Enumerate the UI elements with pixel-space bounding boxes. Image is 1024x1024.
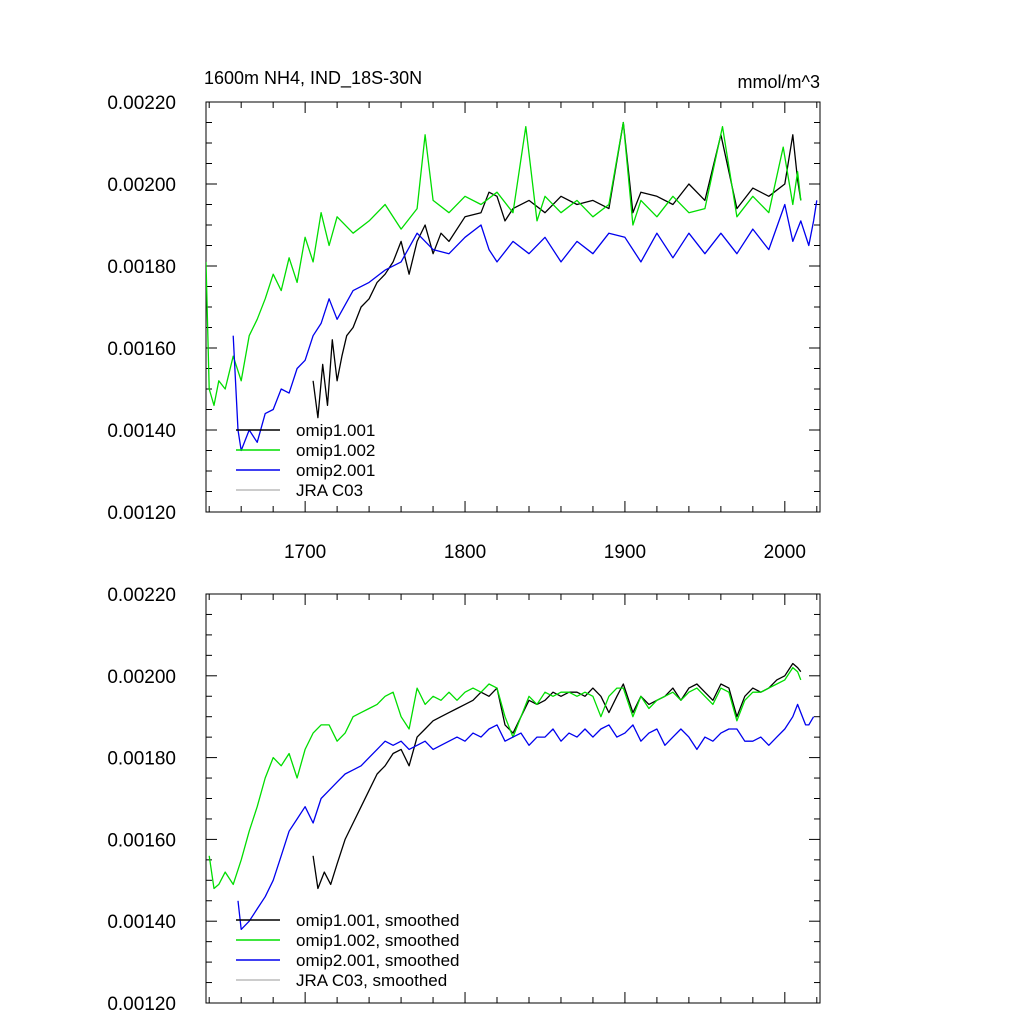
series-line-2 [237,703,815,931]
x-tick-label: 2000 [764,542,806,563]
y-tick-label: 0.00140 [107,421,176,442]
series-line-2 [232,200,818,452]
legend-label: omip2.001, smoothed [296,951,460,970]
chart-panel-top: 0.00120 0.00140 0.00160 0.00180 0.00200 0.002… [107,68,821,563]
x-tick-label: 1700 [284,542,326,563]
y-tick-label: 0.00180 [107,257,176,278]
chart-title: 1600m NH4, IND_18S-30N [204,68,422,89]
x-tick-label: 1900 [604,542,646,563]
series-line-0 [312,662,802,890]
y-tick-label: 0.00220 [107,585,176,606]
legend-label: omip1.002, smoothed [296,931,460,950]
legend-label: omip2.001 [296,461,375,480]
y-tick-label: 0.00140 [107,912,176,933]
y-tick-label: 0.00160 [107,339,176,360]
legend-label: JRA C03, smoothed [296,971,447,990]
y-tick-label: 0.00200 [107,667,176,688]
series-line-1 [206,121,802,407]
x-tick-label: 1800 [444,542,486,563]
y-tick-label: 0.00120 [107,503,176,524]
units-label: mmol/m^3 [738,72,820,92]
series-line-0 [312,121,802,419]
series-line-1 [208,666,802,890]
legend-label: omip1.002 [296,441,375,460]
y-tick-label: 0.00160 [107,830,176,851]
y-tick-label: 0.00220 [107,93,176,114]
series-group [208,662,815,931]
y-tick-label: 0.00120 [107,994,176,1015]
series-group [206,121,818,452]
y-tick-label: 0.00200 [107,175,176,196]
legend-label: omip1.001, smoothed [296,911,460,930]
legend-label: JRA C03 [296,481,363,500]
y-tick-label: 0.00180 [107,749,176,770]
legend-label: omip1.001 [296,421,375,440]
chart-panel-bottom: 0.00120 0.00140 0.00160 0.00180 0.00200 0.002… [107,585,821,1015]
